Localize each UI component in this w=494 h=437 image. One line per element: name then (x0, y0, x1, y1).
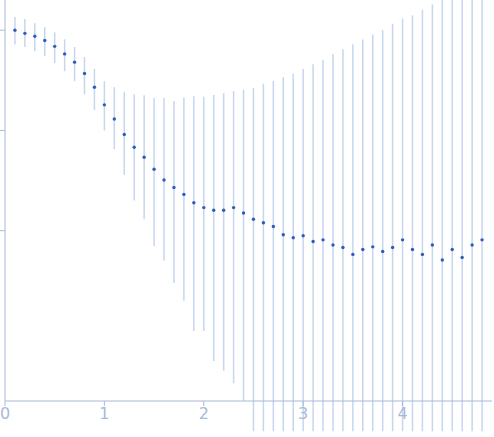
svg-text:1: 1 (99, 404, 109, 423)
svg-text:4: 4 (397, 404, 407, 423)
svg-text:0: 0 (8, 404, 10, 423)
svg-text:3: 3 (298, 404, 308, 423)
svg-text:2: 2 (199, 404, 209, 423)
